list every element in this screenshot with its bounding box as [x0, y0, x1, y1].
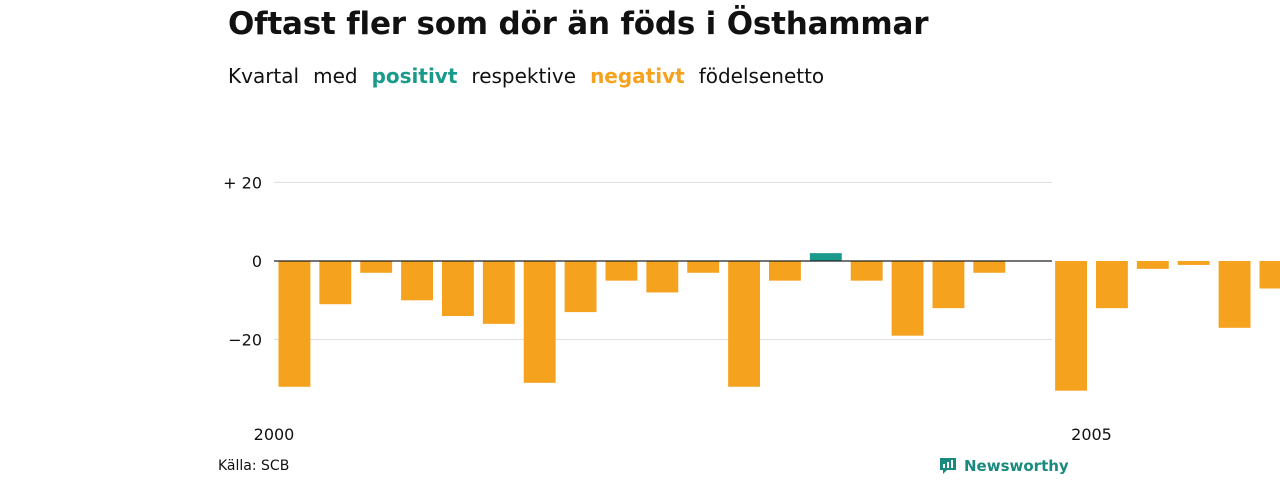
bar	[1136, 261, 1169, 269]
brand: Newsworthy	[938, 456, 1069, 476]
bar	[1259, 261, 1280, 289]
y-tick-label: 0	[252, 252, 262, 271]
bar	[1177, 261, 1210, 265]
bar	[1055, 261, 1087, 391]
bar	[482, 261, 515, 324]
bar	[687, 261, 720, 273]
bar	[605, 261, 638, 281]
bar	[850, 261, 883, 281]
bar	[1218, 261, 1251, 328]
bar	[769, 261, 801, 281]
y-tick-label: −20	[228, 331, 262, 350]
brand-name: Newsworthy	[964, 457, 1069, 475]
y-tick-label: + 20	[223, 173, 262, 192]
bar	[564, 261, 597, 313]
subtitle-word: födelsenetto	[698, 64, 825, 88]
bar	[1096, 261, 1128, 309]
bar	[319, 261, 352, 305]
subtitle-word: Kvartal	[228, 64, 300, 88]
subtitle-word: med	[313, 64, 358, 88]
bar	[728, 261, 760, 387]
source-label: Källa: SCB	[218, 458, 290, 474]
x-tick-label: 2005	[1071, 425, 1112, 444]
bar	[891, 261, 924, 336]
bar	[523, 261, 556, 383]
bar	[278, 261, 311, 387]
subtitle-word: respektive	[471, 64, 577, 88]
subtitle-negative-label: negativt	[590, 64, 685, 88]
bar	[401, 261, 433, 301]
bar	[932, 261, 965, 309]
chart-subtitle: Kvartal med positivt respektive negativt föde…	[228, 64, 838, 88]
bar	[360, 261, 393, 273]
bar	[442, 261, 474, 317]
chart-title: Oftast fler som dör än föds i Östhammar	[228, 6, 929, 42]
bar	[973, 261, 1006, 273]
x-tick-label: 2000	[254, 425, 295, 444]
newsworthy-logo-icon	[940, 458, 956, 474]
subtitle-positive-label: positivt	[371, 64, 458, 88]
bar	[646, 261, 679, 293]
bar	[809, 253, 842, 261]
